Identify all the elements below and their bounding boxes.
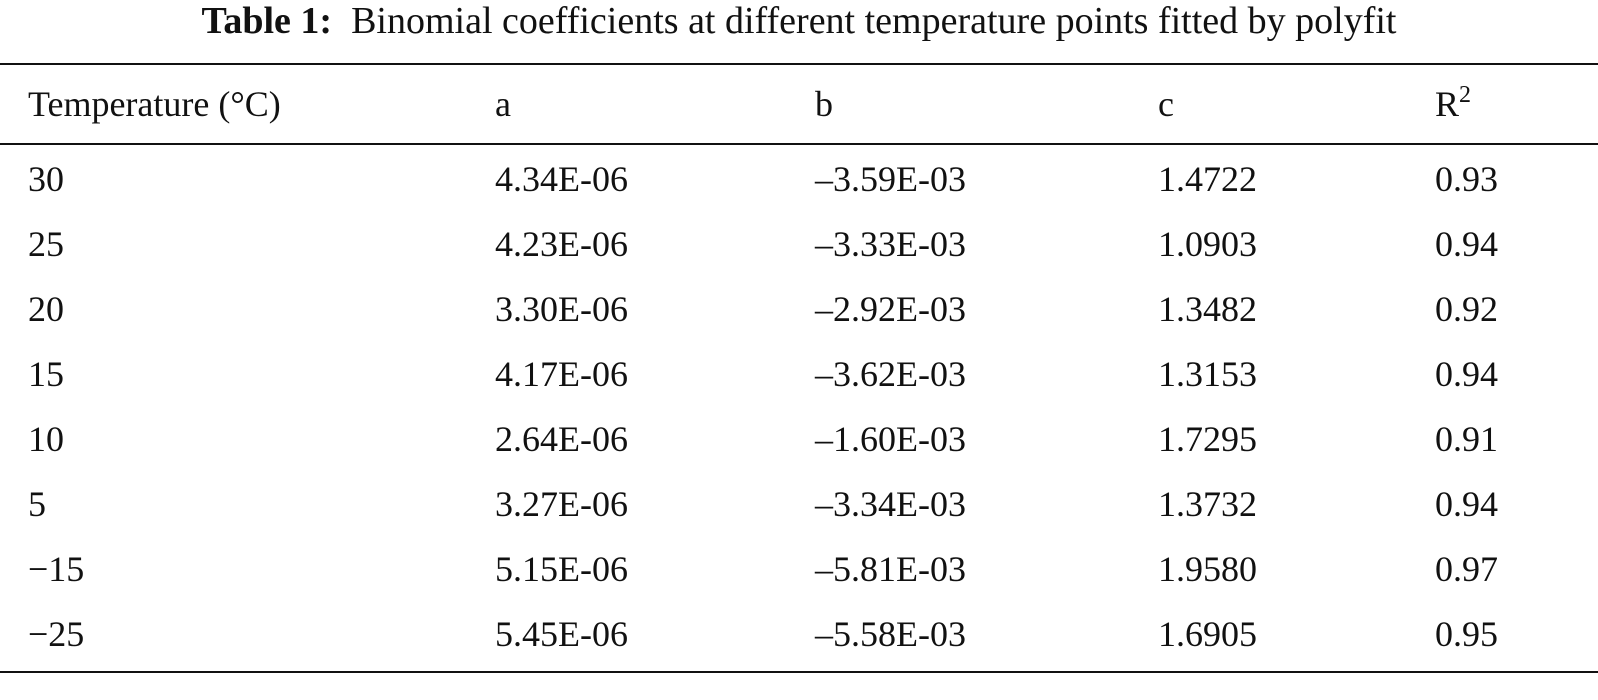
table-row: −25 5.45E-06 –5.58E-03 1.6905 0.95	[0, 602, 1598, 667]
cell-a: 4.17E-06	[495, 354, 628, 394]
cell-a: 4.23E-06	[495, 224, 628, 264]
cell-a: 5.15E-06	[495, 549, 628, 589]
table-row: 15 4.17E-06 –3.62E-03 1.3153 0.94	[0, 342, 1598, 407]
cell-b: –2.92E-03	[815, 289, 966, 329]
table-caption-text: Binomial coefficients at different tempe…	[351, 0, 1397, 42]
cell-r-squared: 0.95	[1435, 614, 1498, 654]
cell-r-squared: 0.92	[1435, 289, 1498, 329]
cell-r-squared: 0.93	[1435, 159, 1498, 199]
table-caption-label: Table 1:	[201, 0, 333, 42]
cell-c: 1.4722	[1158, 159, 1257, 199]
cell-b: –1.60E-03	[815, 419, 966, 459]
cell-r-squared: 0.91	[1435, 419, 1498, 459]
cell-a: 2.64E-06	[495, 419, 628, 459]
header-a: a	[495, 84, 511, 124]
cell-c: 1.7295	[1158, 419, 1257, 459]
cell-r-squared: 0.97	[1435, 549, 1498, 589]
cell-c: 1.3732	[1158, 484, 1257, 524]
header-temperature: Temperature (°C)	[28, 84, 281, 124]
coefficients-table: Temperature (°C) a b c R2 30 4.34E-06 –3…	[0, 63, 1598, 673]
header-r-squared-base: R	[1435, 84, 1460, 124]
cell-b: –3.59E-03	[815, 159, 966, 199]
cell-temperature: 10	[28, 419, 64, 459]
table-body: 30 4.34E-06 –3.59E-03 1.4722 0.93 25 4.2…	[0, 145, 1598, 671]
cell-temperature: −15	[28, 549, 85, 589]
header-r-squared-exponent: 2	[1459, 82, 1472, 108]
cell-temperature: 20	[28, 289, 64, 329]
cell-r-squared: 0.94	[1435, 224, 1498, 264]
table-row: 20 3.30E-06 –2.92E-03 1.3482 0.92	[0, 277, 1598, 342]
header-b: b	[815, 84, 833, 124]
cell-b: –5.81E-03	[815, 549, 966, 589]
cell-b: –3.62E-03	[815, 354, 966, 394]
cell-c: 1.0903	[1158, 224, 1257, 264]
cell-c: 1.3153	[1158, 354, 1257, 394]
cell-c: 1.3482	[1158, 289, 1257, 329]
table-row: 30 4.34E-06 –3.59E-03 1.4722 0.93	[0, 147, 1598, 212]
cell-r-squared: 0.94	[1435, 354, 1498, 394]
cell-temperature: −25	[28, 614, 85, 654]
header-c: c	[1158, 84, 1174, 124]
cell-b: –5.58E-03	[815, 614, 966, 654]
cell-r-squared: 0.94	[1435, 484, 1498, 524]
table-row: 25 4.23E-06 –3.33E-03 1.0903 0.94	[0, 212, 1598, 277]
cell-temperature: 5	[28, 484, 46, 524]
cell-temperature: 15	[28, 354, 64, 394]
table-row: −15 5.15E-06 –5.81E-03 1.9580 0.97	[0, 537, 1598, 602]
cell-temperature: 25	[28, 224, 64, 264]
cell-c: 1.9580	[1158, 549, 1257, 589]
cell-temperature: 30	[28, 159, 64, 199]
cell-b: –3.34E-03	[815, 484, 966, 524]
cell-a: 3.27E-06	[495, 484, 628, 524]
cell-b: –3.33E-03	[815, 224, 966, 264]
table-row: 10 2.64E-06 –1.60E-03 1.7295 0.91	[0, 407, 1598, 472]
table-caption: Table 1: Binomial coefficients at differ…	[0, 0, 1598, 50]
table-header-row: Temperature (°C) a b c R2	[0, 65, 1598, 145]
cell-a: 4.34E-06	[495, 159, 628, 199]
cell-c: 1.6905	[1158, 614, 1257, 654]
cell-a: 5.45E-06	[495, 614, 628, 654]
cell-a: 3.30E-06	[495, 289, 628, 329]
header-r-squared: R2	[1435, 65, 1471, 143]
table-row: 5 3.27E-06 –3.34E-03 1.3732 0.94	[0, 472, 1598, 537]
